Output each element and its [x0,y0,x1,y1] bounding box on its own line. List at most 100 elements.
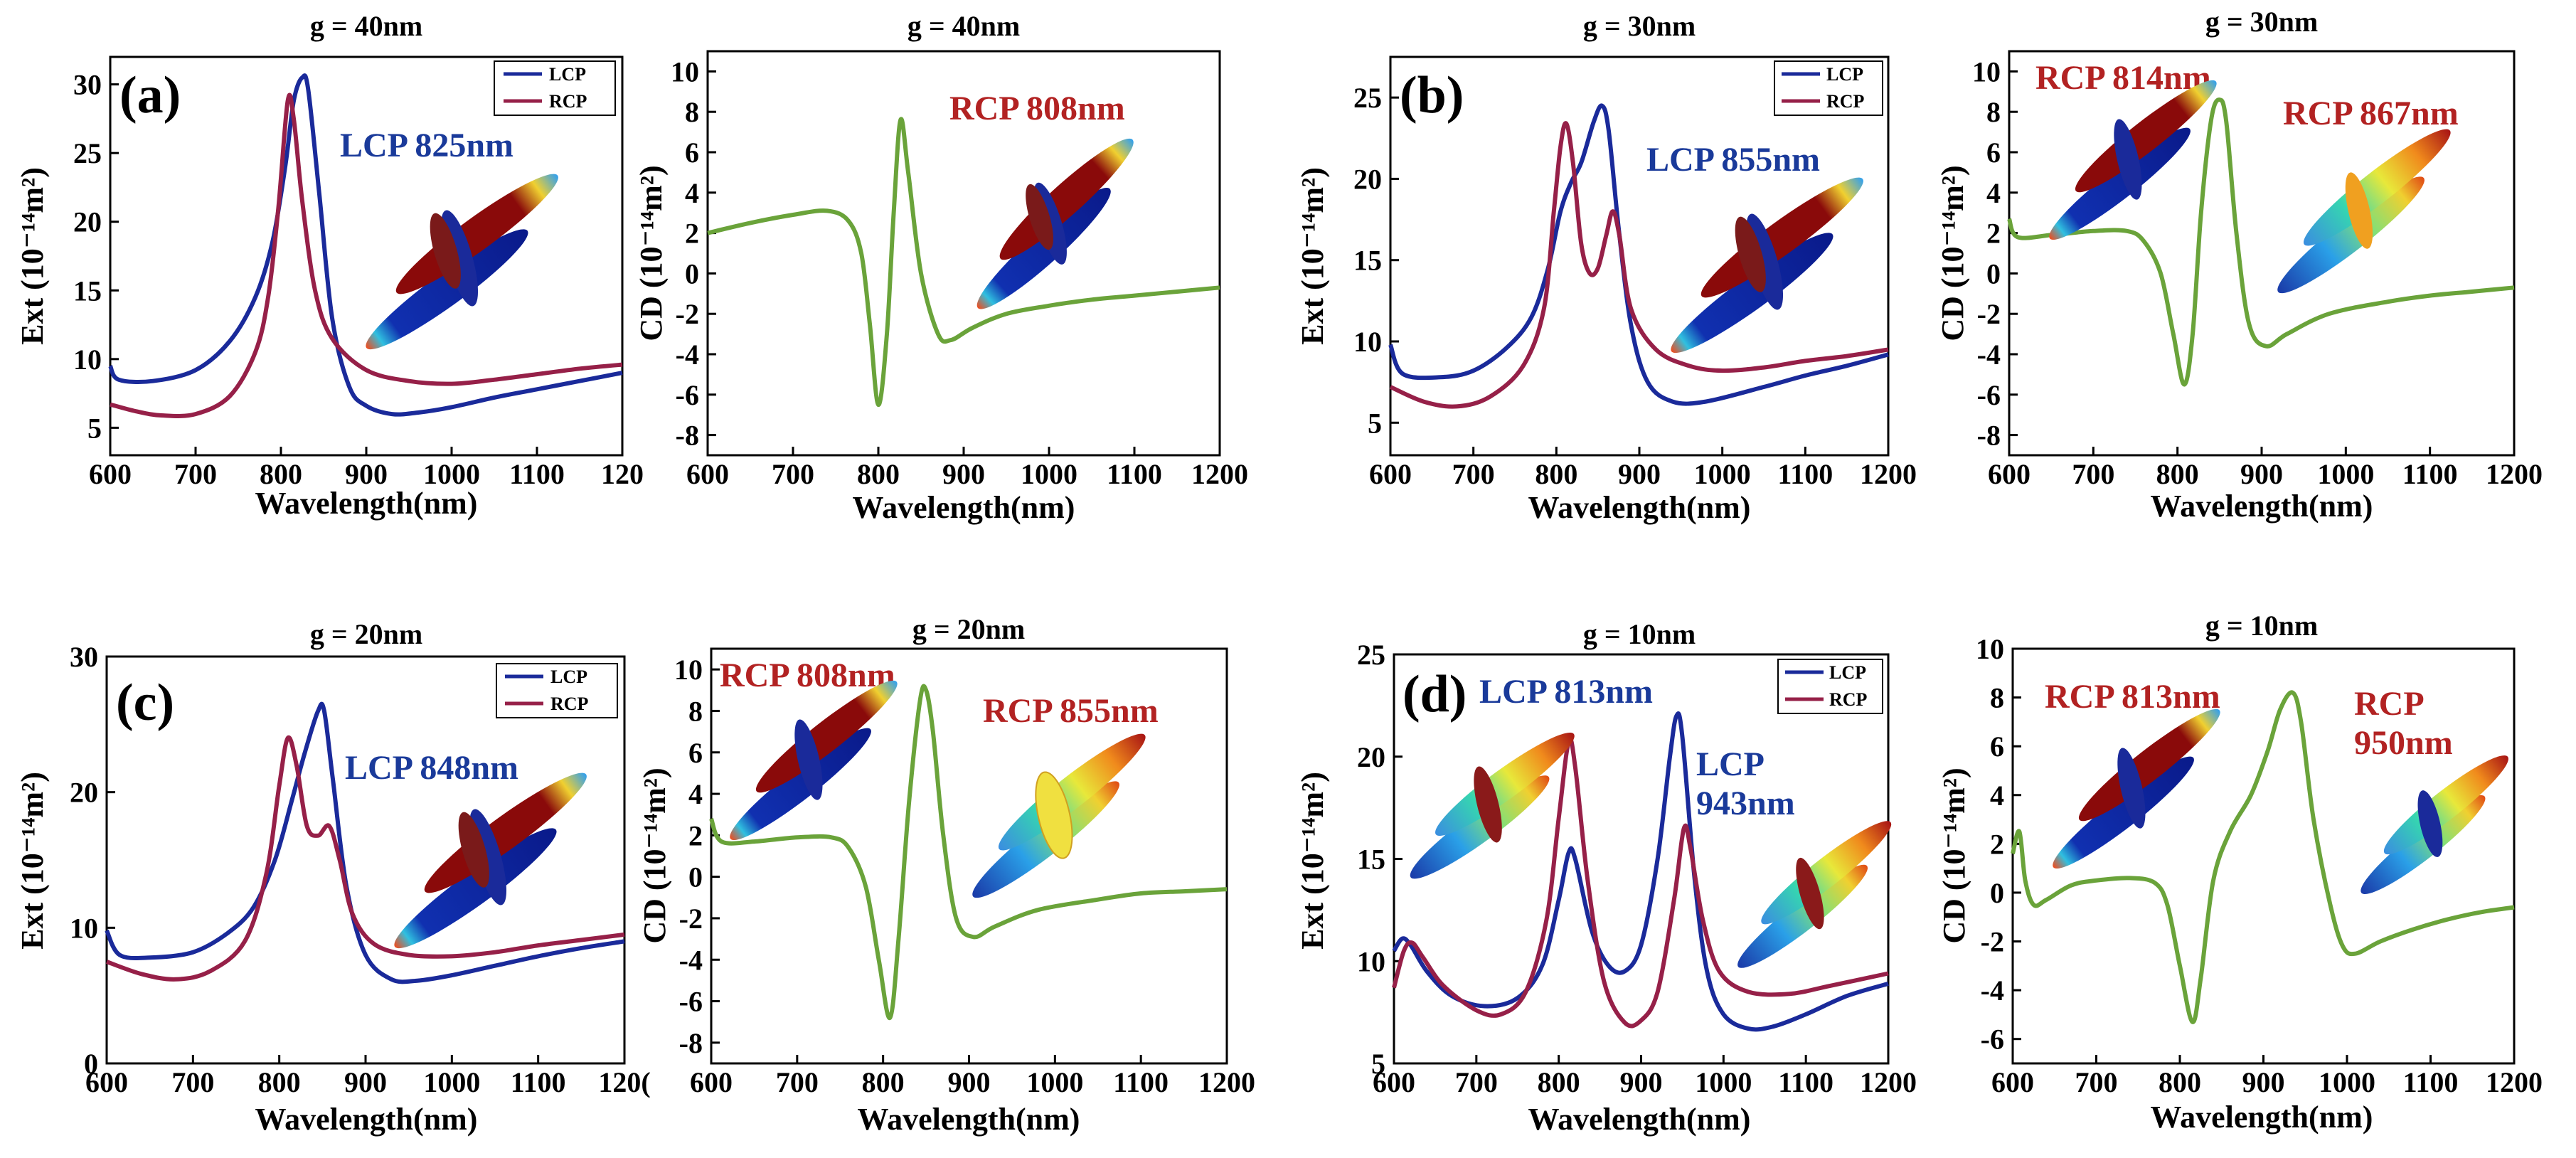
panel-letter: (a) [119,66,181,124]
y-tick-label: 15 [1353,245,1382,277]
panel-b-cd: g = 30nm Wavelength(nm) CD (10⁻¹⁴m²) 600… [1935,6,2543,524]
x-tick-label: 1100 [2403,1066,2459,1098]
panel-title: g = 20nm [912,613,1025,645]
x-ticks: 600 700 800 900 1000 1100 1200 [1988,447,2543,490]
y-tick-label: -4 [676,339,699,371]
legend: LCP RCP [1774,60,1883,116]
x-ticks: 600 700 800 900 1000 1100 120( [85,1055,651,1098]
y-tick-label: 10 [1976,633,2004,665]
y-tick-label: -4 [1981,974,2004,1006]
x-tick-label: 120 [601,458,644,490]
series-line-lcp [108,73,623,417]
legend-rcp-text: RCP [1826,91,1865,112]
x-tick-label: 900 [2242,1066,2285,1098]
y-tick-label: -6 [679,986,703,1018]
x-tick-label: 700 [174,458,217,490]
y-ticks: 5 10 15 20 25 30 [73,69,119,444]
nanostructure-inset [366,174,558,350]
y-tick-label: 0 [1990,877,2004,909]
legend-lcp-text: LCP [1826,64,1863,85]
y-tick-label: 30 [70,641,98,673]
x-tick-label: 900 [2240,458,2283,490]
annotation-rcp-808: RCP 808nm [720,657,895,694]
y-tick-label: 2 [1990,828,2004,860]
y-tick-label: 10 [1357,945,1385,977]
legend-lcp-text: LCP [550,666,587,687]
y-tick-label: 25 [1357,639,1385,671]
x-tick-label: 900 [344,1066,387,1098]
x-tick-label: 800 [862,1066,905,1098]
series-group [1392,711,1889,1032]
x-tick-label: 600 [1373,1066,1415,1098]
annotation-rcp-813: RCP 813nm [2045,678,2220,716]
series-group [709,684,1228,1020]
series-line-cd [709,684,1228,1020]
annotation-rcp-814: RCP 814nm [2035,59,2211,97]
x-ticks: 600 700 800 900 1000 1100 1200 [690,1055,1255,1098]
x-tick-label: 800 [258,1066,301,1098]
x-tick-label: 800 [260,458,302,490]
nanostructure-inset-1 [2049,80,2217,240]
panel-c-cd: g = 20nm Wavelength(nm) CD (10⁻¹⁴m²) 600… [637,613,1255,1137]
series-group [2011,690,2515,1024]
x-axis-label: Wavelength(nm) [1528,490,1751,525]
y-tick-label: 10 [671,55,699,87]
y-tick-label: -6 [1977,379,2001,411]
y-tick-label: 20 [1353,163,1382,195]
y-tick-label: 8 [1986,96,2001,128]
nanostructure-inset-2 [972,733,1146,898]
y-tick-label: 0 [685,257,699,290]
y-ticks: -8 -6 -4 -2 0 2 4 6 8 10 [674,654,720,1059]
x-axis-label: Wavelength(nm) [858,1102,1080,1137]
x-tick-label: 1200 [1860,458,1917,490]
x-tick-label: 600 [1991,1066,2034,1098]
y-axis-label: CD (10⁻¹⁴m²) [637,767,672,943]
x-tick-label: 1200 [2486,1066,2543,1098]
annotation-lcp-943: LCP 943nm [1696,745,1795,822]
series-line-cd [2007,97,2515,387]
nanostructure-inset-2 [2277,129,2451,294]
y-tick-label: 20 [1357,741,1385,773]
y-tick-label: -8 [676,420,699,452]
x-tick-label: 1000 [423,458,480,490]
legend-box [494,60,616,116]
x-tick-label: 1000 [1026,1066,1083,1098]
y-tick-label: 6 [1990,731,2004,763]
x-tick-label: 900 [948,1066,991,1098]
x-tick-label: 700 [1455,1066,1498,1098]
y-tick-label: 5 [1371,1048,1385,1080]
x-tick-label: 600 [89,458,132,490]
panel-title: g = 40nm [310,10,422,42]
panel-title: g = 10nm [2205,610,2318,642]
legend-rcp-text: RCP [550,694,589,714]
annotation-lcp-855: LCP 855nm [1646,141,1820,179]
nanostructure-inset [976,138,1134,309]
y-tick-label: 4 [685,177,699,209]
x-tick-label: 600 [1369,458,1412,490]
y-axis-label: Ext (10⁻¹⁴m²) [1295,772,1330,950]
x-tick-label: 1000 [2319,1066,2375,1098]
series-line-rcp [105,735,625,982]
x-tick-label: 1100 [1107,458,1162,490]
y-tick-label: 30 [73,69,102,101]
y-tick-label: 15 [1357,844,1385,876]
x-tick-label: 600 [690,1066,733,1098]
x-tick-label: 1200 [1198,1066,1255,1098]
x-tick-label: 800 [2159,1066,2201,1098]
legend-box [1774,60,1883,116]
series-group [707,117,1220,408]
panel-letter: (d) [1403,665,1467,723]
y-ticks: -8 -6 -4 -2 0 2 4 6 8 10 [1972,55,2018,452]
x-ticks: 600 700 800 900 1000 1100 1200 [1373,1055,1917,1098]
y-ticks: 0 10 20 30 [70,641,115,1080]
x-tick-label: 900 [942,458,985,490]
x-tick-label: 600 [1988,458,2031,490]
panel-title: g = 30nm [1583,10,1696,42]
panel-b-ext: g = 30nm (b) Wavelength(nm) Ext (10⁻¹⁴m²… [1295,10,1917,525]
x-tick-label: 1100 [1113,1066,1169,1098]
x-tick-label: 800 [857,458,900,490]
x-tick-label: 700 [2072,458,2114,490]
x-tick-label: 1000 [1021,458,1077,490]
x-tick-label: 700 [171,1066,214,1098]
panel-title: g = 30nm [2205,6,2318,38]
